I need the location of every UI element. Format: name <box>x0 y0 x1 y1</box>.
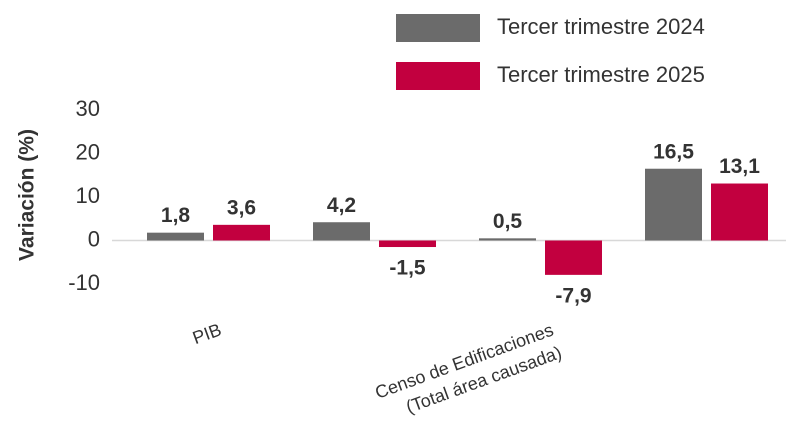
value-label: 16,5 <box>653 140 694 163</box>
bar <box>545 240 602 275</box>
x-tick-label: Censo de Edificaciones(Total área causad… <box>372 319 564 425</box>
legend-swatch <box>396 14 480 42</box>
value-label: 1,8 <box>161 204 191 227</box>
y-tick-label: 30 <box>76 96 100 121</box>
legend-swatch <box>396 62 480 90</box>
value-label: 13,1 <box>719 155 760 178</box>
value-label: 0,5 <box>493 210 523 233</box>
legend-label: Tercer trimestre 2025 <box>497 62 705 87</box>
y-tick-label: 20 <box>76 139 100 164</box>
bar <box>711 183 768 241</box>
legend-label: Tercer trimestre 2024 <box>497 14 705 39</box>
value-label: -7,9 <box>555 284 591 307</box>
value-label: 4,2 <box>327 194 356 217</box>
value-label: 3,6 <box>227 196 256 219</box>
y-tick-label: 10 <box>76 183 100 208</box>
bar <box>645 168 702 241</box>
y-tick-label: 0 <box>88 226 100 251</box>
bar <box>147 232 204 241</box>
bar <box>213 224 270 241</box>
y-axis-label: Variación (%) <box>16 129 39 261</box>
bar <box>479 238 536 241</box>
y-tick-label: -10 <box>68 270 100 295</box>
value-label: -1,5 <box>389 257 426 280</box>
x-tick-label: PIB <box>190 319 224 348</box>
bar <box>313 222 370 241</box>
bar <box>379 240 436 248</box>
